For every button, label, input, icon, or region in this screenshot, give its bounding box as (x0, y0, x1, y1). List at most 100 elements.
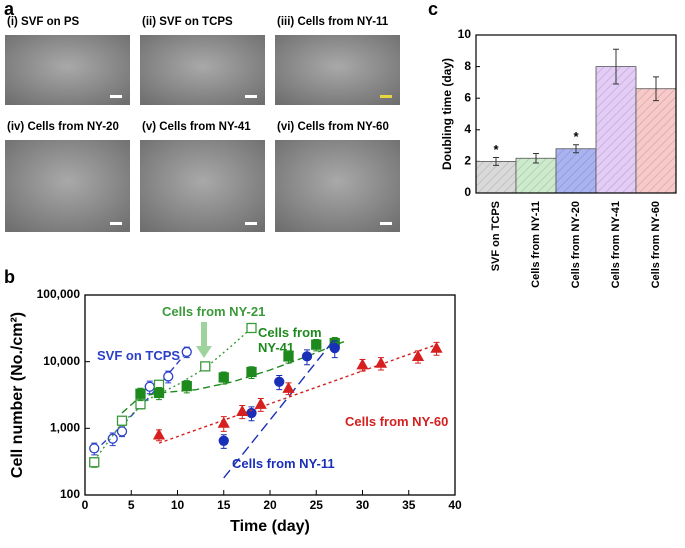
y-axis-label: Doubling time (day) (440, 58, 454, 170)
significance-mark: * (493, 142, 499, 157)
x-tick-label: 20 (263, 498, 277, 512)
scale-bar (110, 222, 122, 225)
micrograph (275, 35, 400, 105)
point (217, 416, 230, 428)
point (218, 372, 229, 383)
point (181, 380, 192, 392)
panel-label: c (428, 0, 438, 19)
x-tick-label: 35 (402, 498, 416, 512)
error-bar (533, 153, 539, 164)
image-caption: (vi) Cells from NY-60 (277, 121, 389, 133)
point (374, 356, 388, 368)
y-tick-label: 10 (458, 27, 472, 41)
x-tick-label: SVF on TCPS (490, 201, 502, 271)
image-caption: (iv) Cells from NY-20 (7, 121, 119, 133)
point (181, 346, 192, 358)
panel-label: b (4, 267, 15, 287)
x-axis-label: Time (day) (230, 518, 310, 535)
point (236, 404, 249, 416)
scale-bar (380, 95, 392, 98)
error-bar (573, 144, 579, 154)
series-label: Cells from NY-11 (232, 456, 335, 471)
point (311, 339, 322, 350)
point (144, 381, 155, 392)
micrograph (5, 140, 130, 232)
point (411, 350, 425, 362)
y-tick-label: 4 (464, 122, 471, 136)
series-label: SVF on TCPS (97, 348, 181, 363)
x-tick-label: Cells from NY-60 (650, 201, 662, 288)
series-label: Cells from NY-21 (162, 304, 266, 319)
point (246, 366, 257, 378)
y-tick-label: 10,000 (43, 354, 80, 368)
x-tick-label: Cells from NY-41 (610, 201, 622, 288)
point (153, 387, 165, 399)
micrograph (275, 140, 400, 232)
point (107, 433, 118, 444)
error-bar (493, 156, 499, 166)
x-tick-label: 10 (171, 498, 185, 512)
bar-hatch (476, 161, 516, 193)
scale-bar (245, 95, 257, 98)
bar-hatch (556, 148, 596, 193)
panel-label: a (4, 0, 15, 19)
point (329, 342, 340, 354)
point (89, 457, 100, 468)
point (152, 428, 166, 440)
scale-bar (245, 222, 257, 225)
point (200, 361, 211, 372)
image-caption: (i) SVF on PS (7, 16, 80, 28)
series-label: Cells from NY-41 (258, 325, 322, 355)
point (282, 381, 295, 393)
bar-hatch (636, 88, 676, 193)
image-caption: (v) Cells from NY-41 (142, 121, 251, 133)
bar-hatch (596, 66, 636, 193)
plot-frame (475, 34, 677, 194)
point (246, 407, 257, 419)
scale-bar (110, 95, 122, 98)
trend-line (158, 343, 437, 444)
point (218, 435, 229, 446)
y-tick-label: 8 (464, 59, 471, 73)
x-tick-label: 30 (356, 498, 370, 512)
error-bar (653, 76, 659, 102)
y-tick-label: 1,000 (50, 421, 80, 435)
error-bar (613, 48, 619, 85)
point (163, 371, 174, 382)
point (430, 341, 443, 353)
y-tick-label: 100,000 (37, 287, 81, 301)
y-tick-label: 0 (464, 185, 471, 199)
point (254, 397, 267, 409)
point (274, 376, 285, 387)
x-tick-label: 5 (128, 498, 135, 512)
x-tick-label: Cells from NY-11 (530, 201, 542, 288)
y-tick-label: 2 (464, 154, 471, 168)
point (283, 351, 294, 362)
image-caption: (iii) Cells from NY-11 (277, 16, 389, 28)
micrograph (140, 140, 265, 232)
point (89, 443, 100, 454)
point (135, 388, 146, 399)
scale-bar (380, 222, 392, 225)
x-tick-label: Cells from NY-20 (570, 201, 582, 288)
point (301, 351, 313, 362)
micrograph (140, 35, 265, 105)
x-tick-label: 25 (310, 498, 324, 512)
bar-hatch (516, 158, 556, 193)
x-tick-label: 0 (82, 498, 89, 512)
arrow-head (196, 346, 212, 358)
x-tick-label: 40 (448, 498, 462, 512)
series-label: Cells from NY-60 (345, 414, 449, 429)
point (356, 358, 369, 370)
micrograph (5, 35, 130, 105)
y-tick-label: 6 (464, 90, 471, 104)
significance-mark: * (573, 129, 579, 144)
y-tick-label: 100 (60, 487, 80, 501)
point (116, 426, 128, 437)
point (246, 322, 257, 334)
image-caption: (ii) SVF on TCPS (142, 16, 233, 28)
point (116, 415, 128, 426)
y-axis-label: Cell number (No./cm²) (9, 312, 26, 478)
